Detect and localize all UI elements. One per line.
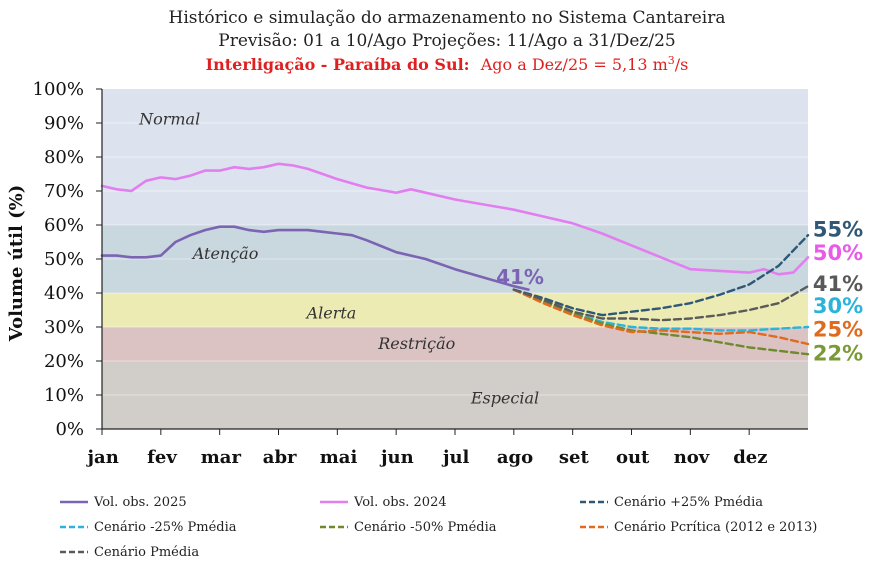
current-value-label: 41% [496, 265, 544, 289]
series-cenario-25-pmedia [512, 234, 810, 317]
x-tick-label: abr [263, 447, 297, 468]
x-tick-label: jun [379, 447, 414, 468]
legend-label: Vol. obs. 2025 [93, 495, 187, 510]
y-tick-label: 50% [44, 249, 84, 270]
note-sup: 3 [668, 54, 675, 67]
end-label: 22% [813, 342, 863, 366]
legend-label: Cenário Pcrítica (2012 e 2013) [614, 520, 817, 535]
legend: Vol. obs. 2025 Vol. obs. 2024 Cenário +25%… [60, 495, 817, 560]
y-axis-label: Volume útil (%) [6, 185, 27, 343]
end-label: 25% [813, 318, 863, 342]
chart-title: Histórico e simulação do armazenamento n… [169, 8, 726, 28]
series-cenario-50-pmedia [512, 288, 810, 356]
legend-label: Cenário +25% Pmédia [614, 495, 763, 510]
zone-label-alerta: Alerta [305, 303, 357, 322]
y-tick-label: 0% [55, 419, 84, 440]
x-tick-label: nov [674, 447, 710, 468]
y-tick-label: 90% [44, 113, 84, 134]
end-value-labels: 55%50% 41%30%25%22% [813, 217, 863, 365]
end-label: 30% [813, 294, 863, 318]
x-tick-label: dez [733, 447, 767, 468]
y-tick-label: 40% [44, 283, 84, 304]
x-tick-label: jul [441, 447, 470, 468]
y-tick-label: 10% [44, 385, 84, 406]
chart-note: Interligação - Paraíba do Sul: Ago a Dez… [206, 54, 689, 74]
x-tick-label: set [559, 447, 590, 468]
grid-lines [102, 122, 808, 396]
series-lines [100, 162, 810, 356]
x-tick-label: ago [497, 447, 533, 468]
end-label: 55% [813, 217, 863, 241]
zone-label-atencao: Atenção [191, 244, 259, 263]
y-tick-label: 60% [44, 215, 84, 236]
zone-label-normal: Normal [138, 110, 200, 129]
x-tick-label: jan [86, 447, 119, 468]
chart-subtitle: Previsão: 01 a 10/Ago Projeções: 11/Ago … [218, 31, 676, 51]
y-tick-label: 100% [33, 79, 84, 100]
note-rest: Ago a Dez/25 = 5,13 m [480, 55, 668, 74]
zone-label-restricao: Restrição [377, 334, 455, 353]
y-tick-label: 80% [44, 147, 84, 168]
x-tick-label: mai [320, 447, 358, 468]
series-vol-obs-2025 [100, 225, 530, 291]
y-tick-label: 70% [44, 181, 84, 202]
zone-label-especial: Especial [470, 388, 539, 407]
zone-alerta [102, 293, 808, 327]
x-tick-label: mar [201, 447, 242, 468]
x-tick-label: fev [147, 447, 177, 468]
y-tick-labels: 0% 10% 20% 30% 40% 50% 60% 70% 80% 90% 100% [33, 79, 102, 440]
legend-label: Cenário -25% Pmédia [94, 520, 237, 535]
zone-labels: Normal Atenção Alerta Restrição Especial [138, 110, 539, 408]
y-tick-label: 30% [44, 317, 84, 338]
x-tick-label: out [616, 447, 650, 468]
note-tail: /s [675, 55, 689, 74]
y-tick-label: 20% [44, 351, 84, 372]
note-bold: Interligação - Paraíba do Sul: [206, 55, 470, 74]
legend-label: Cenário -50% Pmédia [354, 520, 497, 535]
legend-label: Cenário Pmédia [94, 545, 199, 560]
end-label: 41% [813, 272, 863, 296]
end-label: 50% [813, 241, 863, 265]
x-tick-labels: jan fev mar abr mai jun jul ago set out nov dez [86, 429, 767, 468]
series-cenario-25-pmedia [512, 288, 810, 332]
zone-restricao [102, 327, 808, 361]
series-cenario-pcritica-2012-e-2013 [512, 288, 810, 346]
series-vol-obs-2024 [100, 162, 810, 276]
legend-label: Vol. obs. 2024 [353, 495, 447, 510]
